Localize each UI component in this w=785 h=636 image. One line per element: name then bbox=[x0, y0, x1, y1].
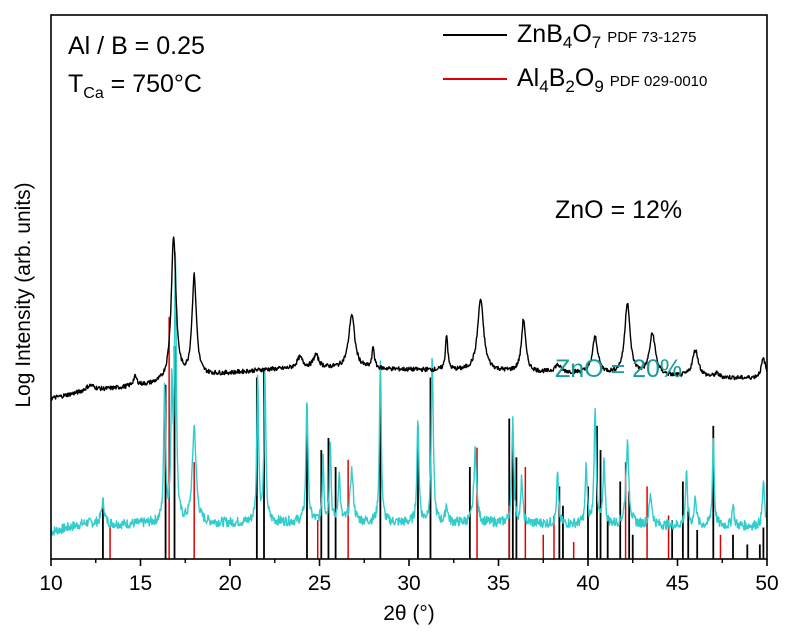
temperature-subscript: Ca bbox=[83, 85, 104, 102]
series-group bbox=[51, 236, 767, 536]
series-label-20: ZnO = 20% bbox=[555, 355, 682, 383]
x-tick-label: 50 bbox=[755, 572, 778, 595]
legend-label-znb4o7: ZnB4O7 PDF 73-1275 bbox=[517, 20, 696, 52]
x-tick-label: 45 bbox=[666, 572, 689, 595]
formula-element: Zn bbox=[517, 20, 546, 48]
series-label-12: ZnO = 12% bbox=[555, 196, 682, 224]
x-tick-label: 35 bbox=[487, 572, 510, 595]
series-line-12 bbox=[51, 236, 767, 401]
y-axis-label: Log Intensity (arb. units) bbox=[12, 182, 35, 407]
series-labels: ZnO = 12% ZnO = 20% bbox=[555, 196, 682, 383]
formula-subscript: 2 bbox=[565, 77, 574, 96]
formula-element: O bbox=[575, 64, 594, 92]
legend-label-al4b2o9: Al4B2O9 PDF 029-0010 bbox=[517, 64, 707, 96]
formula-subscript: 7 bbox=[592, 33, 601, 52]
formula-element: Al bbox=[517, 64, 539, 92]
legend-pdf-ref: PDF 73-1275 bbox=[607, 29, 696, 46]
x-axis-label: 2θ (°) bbox=[383, 602, 435, 625]
temperature-suffix: = 750°C bbox=[104, 70, 202, 98]
formula-subscript: 9 bbox=[594, 77, 603, 96]
temperature-prefix: T bbox=[68, 70, 83, 98]
formula-subscript: 4 bbox=[539, 77, 548, 96]
x-tick-label: 40 bbox=[576, 572, 599, 595]
x-tick-label: 20 bbox=[218, 572, 241, 595]
formula-subscript: 4 bbox=[563, 33, 572, 52]
x-tick-label: 25 bbox=[308, 572, 331, 595]
x-axis: 10 15 20 25 30 35 40 45 50 bbox=[39, 559, 779, 595]
temperature-annotation: TCa = 750°C bbox=[68, 70, 202, 102]
formula-element: B bbox=[546, 20, 563, 48]
ratio-annotation: Al / B = 0.25 bbox=[68, 32, 205, 60]
x-tick-label: 10 bbox=[39, 572, 62, 595]
formula-element: B bbox=[549, 64, 566, 92]
x-tick-label: 30 bbox=[397, 572, 420, 595]
series-line-20 bbox=[51, 251, 767, 536]
legend-pdf-ref: PDF 029-0010 bbox=[610, 73, 708, 90]
formula-element: O bbox=[572, 20, 591, 48]
x-tick-label: 15 bbox=[129, 572, 152, 595]
